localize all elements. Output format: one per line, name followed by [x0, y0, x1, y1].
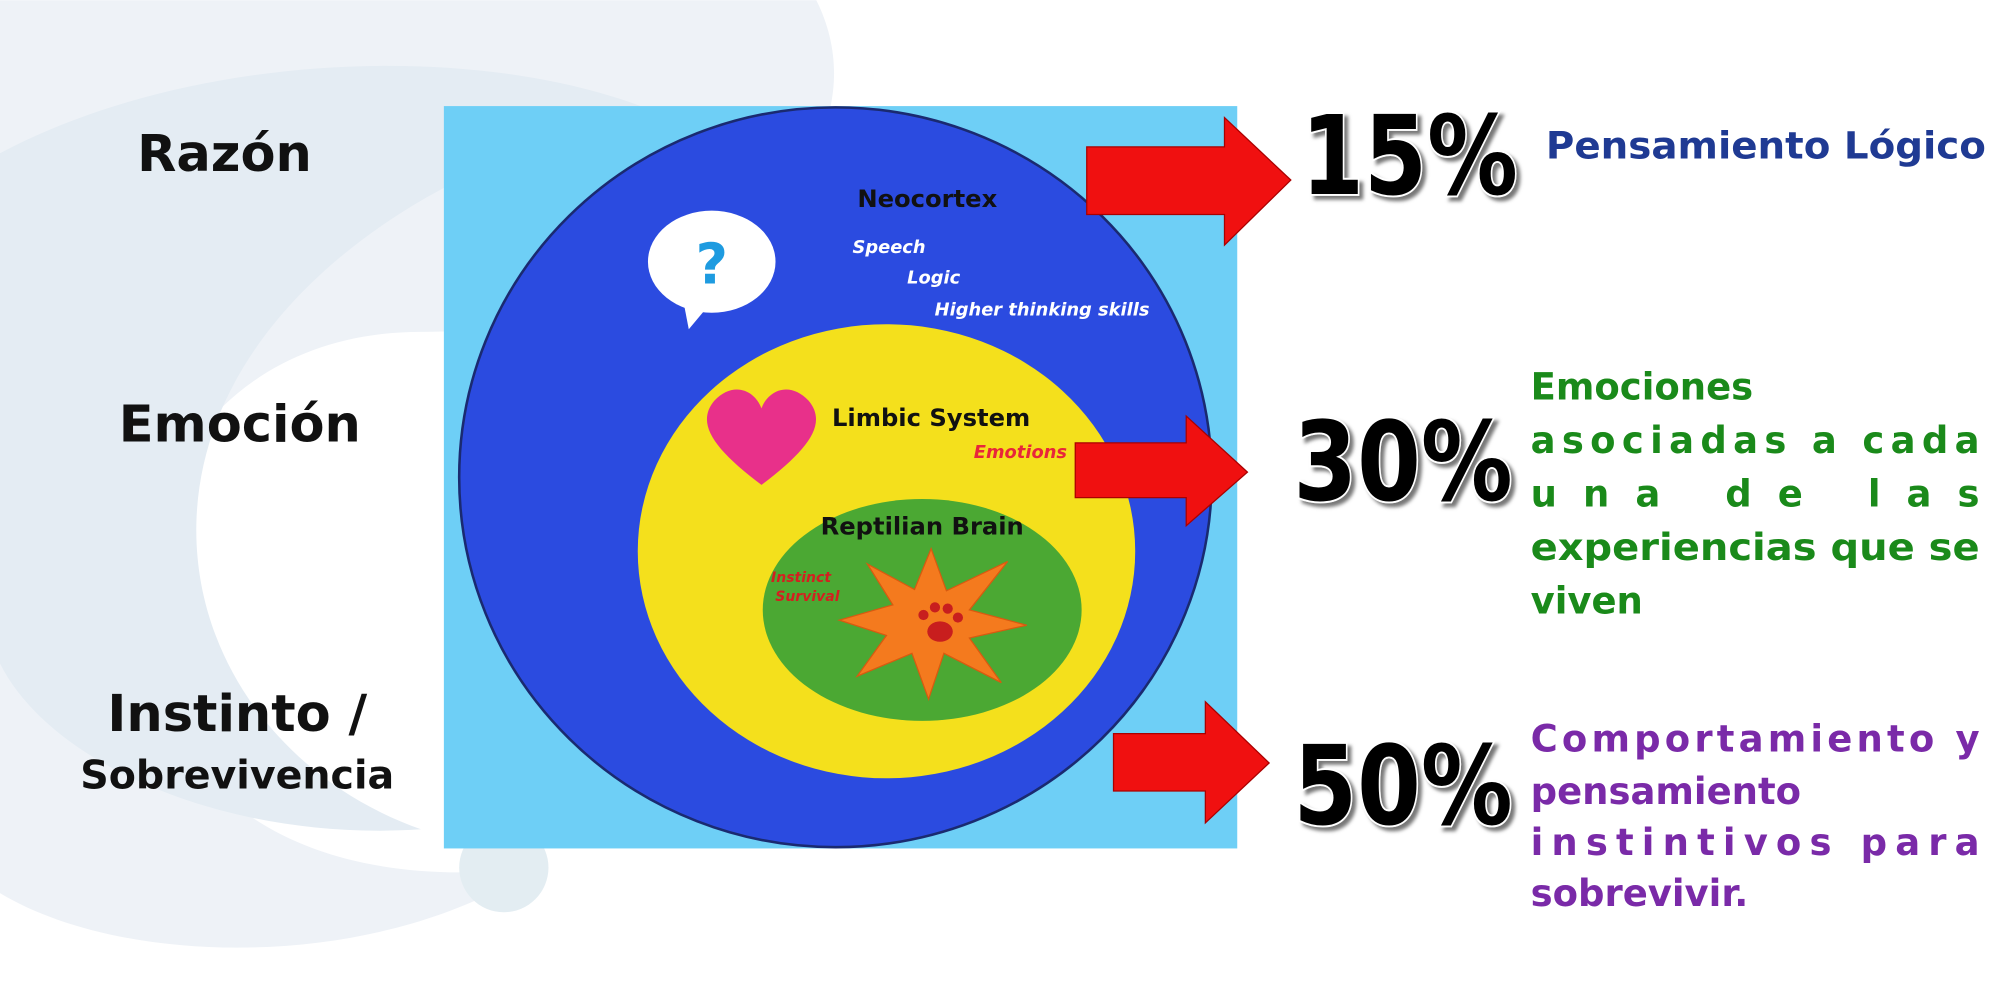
- arrow: [1086, 116, 1292, 247]
- description-line: pensamiento: [1531, 770, 1801, 813]
- description-block: Emociones asociadas a cada una de las ex…: [1531, 365, 1980, 622]
- description-line: asociadas a cada: [1531, 419, 1980, 462]
- description-block: Comportamiento y pensamiento instintivos…: [1531, 718, 1980, 915]
- speech-bubble: [647, 210, 776, 313]
- heart-icon: [706, 389, 817, 485]
- description-line: sobrevivir.: [1531, 872, 1749, 915]
- layer-item: Emotions: [974, 442, 1067, 463]
- description-line: instintivos para: [1531, 821, 1980, 864]
- layer-item: Logic: [907, 267, 961, 288]
- description-line: una de las: [1531, 473, 1980, 516]
- layer-title: Limbic System: [832, 404, 1030, 432]
- description-line: viven: [1531, 580, 1643, 623]
- description-line: Emociones: [1531, 365, 1754, 408]
- arrow: [1112, 700, 1271, 825]
- speech-bubble-tail: [682, 296, 708, 330]
- layer-item: Speech: [852, 237, 925, 258]
- description: Pensamiento Lógico: [1546, 124, 1986, 167]
- bubble-text: ?: [695, 232, 728, 297]
- description-line: Comportamiento y: [1531, 718, 1980, 761]
- paw-icon: [918, 602, 964, 642]
- left-label: Instinto /: [107, 685, 367, 744]
- left-label: Razón: [137, 125, 312, 184]
- arrow: [1074, 414, 1249, 528]
- percent: 50%: [1293, 722, 1512, 850]
- percent: 15%: [1301, 92, 1518, 220]
- layer-title: Neocortex: [857, 185, 997, 213]
- left-label: Sobrevivencia: [80, 752, 394, 798]
- layer-title: Reptilian Brain: [821, 513, 1024, 541]
- layer-item: Higher thinking skills: [935, 299, 1150, 320]
- layer-item: Survival: [775, 589, 840, 605]
- percent: 30%: [1293, 398, 1512, 526]
- background-shape: [0, 65, 664, 831]
- layer-item: Instinct: [771, 570, 832, 586]
- left-label: Emoción: [119, 396, 361, 455]
- description-line: experiencias que se: [1531, 526, 1980, 569]
